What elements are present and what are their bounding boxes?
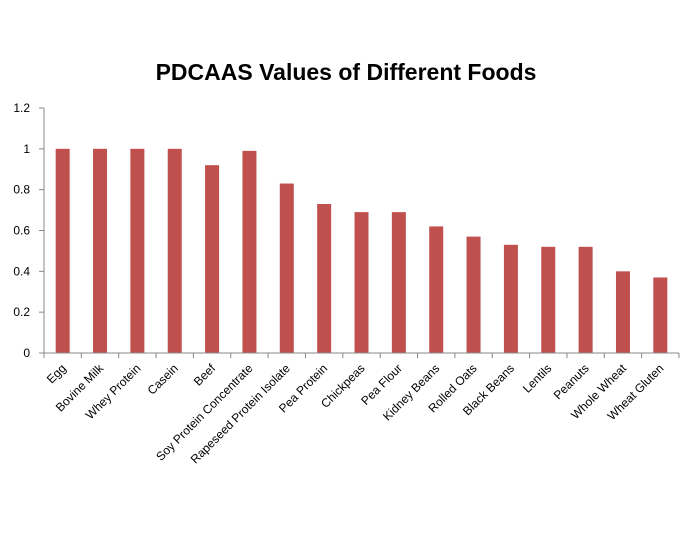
x-tick-label: Lentils	[520, 361, 554, 395]
bar	[317, 203, 332, 353]
y-tick-label: 0	[23, 346, 30, 360]
bar	[578, 246, 593, 353]
bar	[55, 148, 70, 353]
bar	[653, 277, 668, 353]
y-tick-label: 0.8	[13, 183, 30, 197]
bar	[466, 236, 481, 353]
bar	[93, 148, 108, 353]
bar	[429, 226, 444, 353]
bar	[279, 183, 294, 353]
x-axis-ticks	[43, 353, 680, 358]
y-tick-label: 0.4	[13, 264, 30, 278]
bar	[503, 244, 518, 353]
x-tick-label: Beef	[191, 361, 219, 389]
x-tick-label: Egg	[44, 361, 69, 386]
y-tick-label: 1.2	[13, 101, 30, 115]
bar	[130, 148, 145, 353]
bar	[615, 271, 630, 353]
bar	[391, 212, 406, 353]
bar	[205, 165, 220, 353]
y-axis-ticks: 0 0.2 0.4 0.6 0.8 1 1.2	[13, 101, 44, 360]
y-tick-label: 0.6	[13, 224, 30, 238]
chart-title: PDCAAS Values of Different Foods	[156, 59, 537, 85]
bar	[354, 212, 369, 353]
bar	[167, 148, 182, 353]
bars-group	[55, 148, 668, 353]
y-tick-label: 1	[23, 142, 30, 156]
y-tick-label: 0.2	[13, 305, 30, 319]
x-tick-label: Casein	[145, 361, 181, 397]
bar	[541, 246, 556, 353]
bar	[242, 150, 257, 353]
